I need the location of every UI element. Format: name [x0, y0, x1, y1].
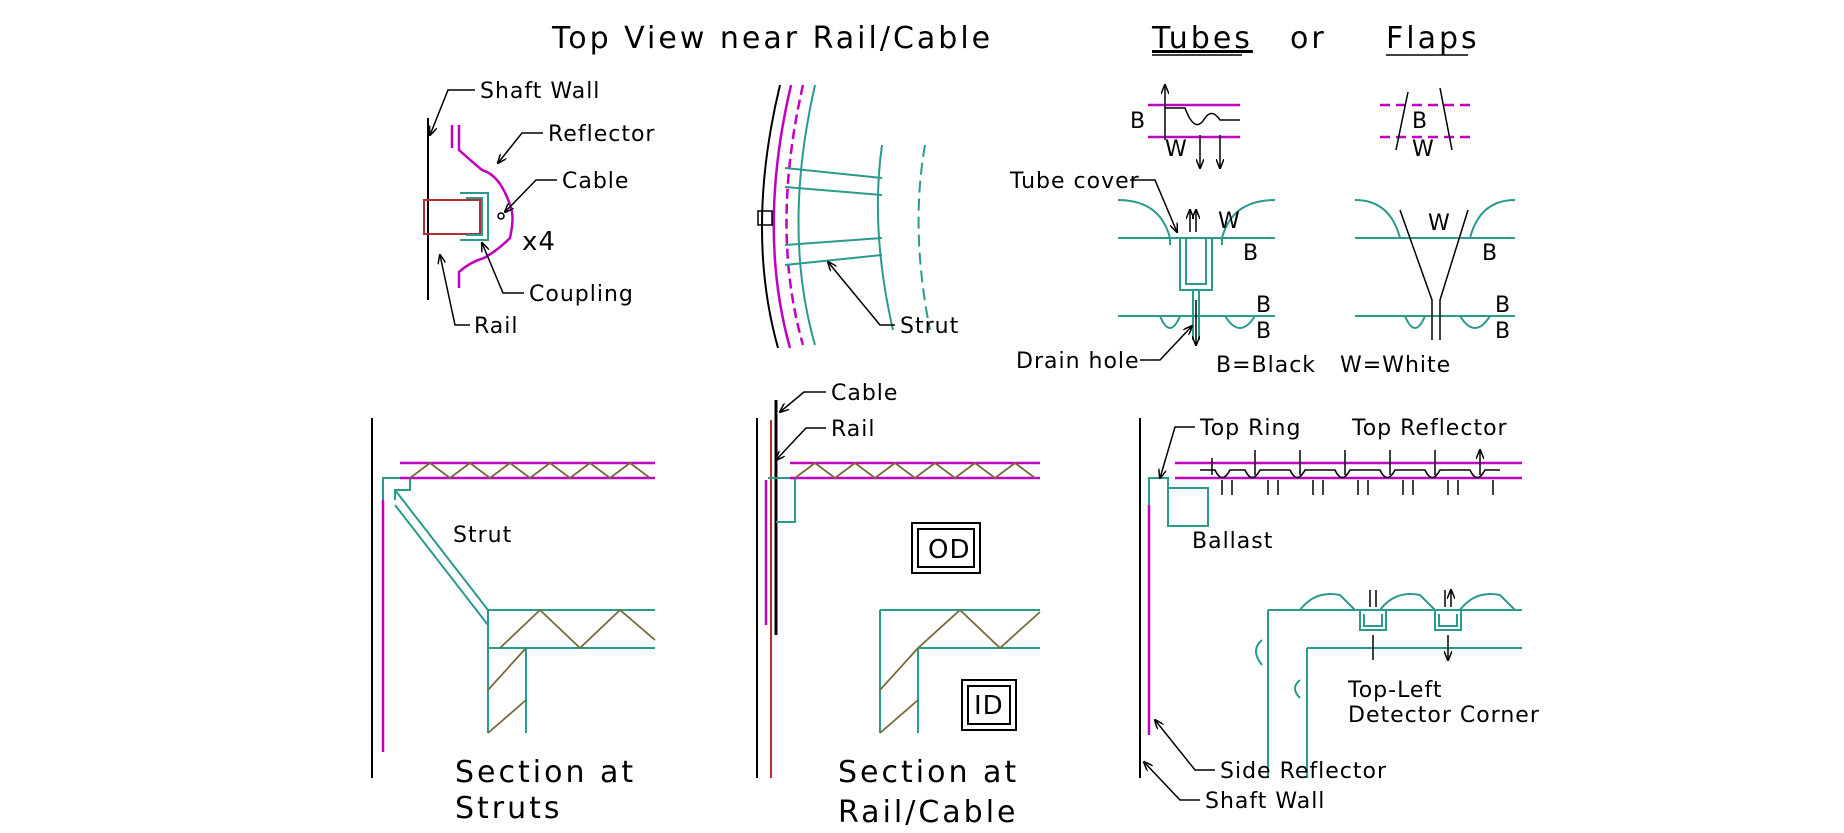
top-ring-label: Top Ring: [1199, 416, 1301, 441]
upper-strut: [784, 167, 883, 196]
svg-text:B: B: [1243, 241, 1259, 266]
legend-white: W=White: [1340, 353, 1451, 378]
legend-black: B=Black: [1216, 353, 1316, 378]
rail-shape: [423, 199, 481, 235]
strut-label: Strut: [900, 314, 959, 339]
tubes-flaps-panel: Tubes or Flaps B W B W: [1009, 21, 1516, 378]
svg-text:W: W: [1165, 137, 1188, 162]
id-label: ID: [974, 691, 1004, 721]
top-reflector-tubes: [1200, 450, 1500, 495]
cable-label: Cable: [831, 381, 898, 406]
flap-icon: B W: [1380, 87, 1470, 162]
top-truss: [409, 461, 651, 480]
section-rail-panel: OD ID Cable Rail Section at Rail/Cable: [756, 381, 1041, 830]
svg-text:B: B: [1256, 319, 1272, 344]
svg-text:B: B: [1130, 109, 1146, 134]
shaft-wall-curve: [761, 84, 781, 349]
top-view-title: Top View near Rail/Cable: [551, 21, 993, 56]
tube-detail: W B B B Tube cover Drain hole: [1009, 169, 1276, 374]
flap-shape: [1399, 209, 1469, 340]
section-rail-title-2: Rail/Cable: [838, 795, 1019, 830]
svg-text:B: B: [1495, 293, 1511, 318]
top-ring-shape: [1148, 477, 1180, 505]
detector-label-1: Top-Left: [1347, 678, 1442, 703]
strut-top-detail: Strut: [757, 84, 959, 349]
reflector-shape: [457, 125, 514, 288]
tubes-title: Tubes: [1151, 21, 1253, 56]
cable-point: [497, 212, 505, 220]
od-label: OD: [928, 535, 971, 565]
coupling-shape: [460, 192, 489, 241]
drain-hole-label: Drain hole: [1016, 349, 1140, 374]
svg-text:W: W: [1218, 209, 1241, 234]
coupling-label: Coupling: [529, 282, 634, 307]
svg-text:W: W: [1412, 137, 1435, 162]
rail-detail: Shaft Wall Reflector Cable x4 Coupling R…: [423, 79, 655, 339]
lower-truss: [487, 608, 656, 734]
section-struts-title-1: Section at: [455, 755, 636, 790]
section-rail-title-1: Section at: [838, 755, 1019, 790]
top-left-panel: Top Ring Top Reflector Ballast Top-Left …: [1139, 416, 1540, 814]
top-view-panel: Top View near Rail/Cable Shaft Wall Refl…: [423, 21, 993, 349]
detector-corner: [1255, 590, 1522, 778]
id-box: [967, 685, 1011, 725]
top-reflector-label: Top Reflector: [1351, 416, 1508, 441]
ballast-shape: [1167, 487, 1209, 527]
od-box: [917, 528, 975, 568]
detector-label-2: Detector Corner: [1348, 703, 1540, 728]
svg-text:B: B: [1412, 109, 1428, 134]
side-reflector-label: Side Reflector: [1220, 759, 1387, 784]
svg-text:B: B: [1482, 241, 1498, 266]
reflector-label: Reflector: [548, 122, 655, 147]
strut-label: Strut: [453, 523, 512, 548]
svg-text:B: B: [1256, 293, 1272, 318]
top-reflector: [1175, 461, 1522, 480]
rail-label: Rail: [474, 314, 519, 339]
tube-icon: B W: [1130, 85, 1240, 168]
or-text: or: [1290, 21, 1327, 56]
flap-detail: W B B B: [1354, 199, 1516, 344]
ballast-label: Ballast: [1192, 529, 1273, 554]
section-struts-panel: Strut Section at Struts: [371, 418, 656, 826]
rail-label: Rail: [831, 417, 876, 442]
svg-text:B: B: [1495, 319, 1511, 344]
svg-text:W: W: [1428, 211, 1451, 236]
multiplier-label: x4: [522, 227, 556, 257]
cable-label: Cable: [562, 169, 629, 194]
tube-cover-label: Tube cover: [1009, 169, 1140, 194]
section-struts-title-2: Struts: [455, 791, 563, 826]
shaft-wall-label-2: Shaft Wall: [1205, 789, 1325, 814]
tube-cover-shape: [1179, 238, 1213, 291]
flaps-title: Flaps: [1386, 21, 1480, 56]
shaft-wall-label: Shaft Wall: [480, 79, 600, 104]
reflector-curve: [772, 84, 793, 349]
strut-beam: [394, 489, 489, 626]
